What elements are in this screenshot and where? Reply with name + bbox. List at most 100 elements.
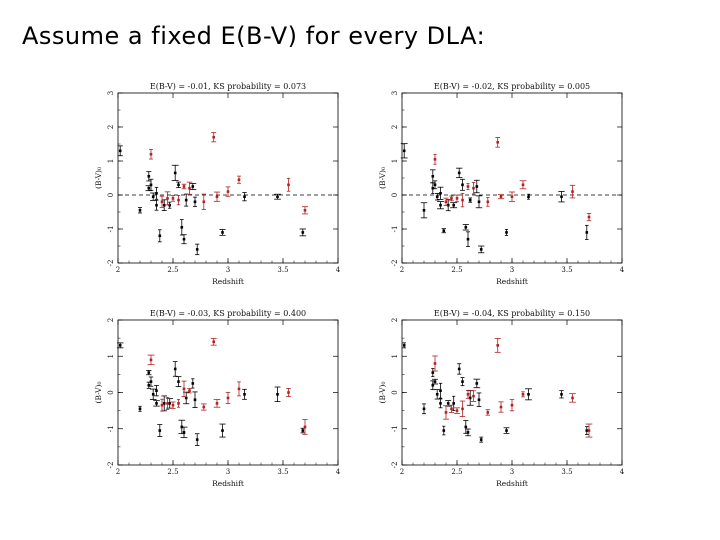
y-axis-label: (B-V)₀ bbox=[378, 167, 387, 189]
point-marker bbox=[184, 198, 188, 202]
point-marker bbox=[212, 340, 215, 344]
point-marker bbox=[184, 396, 188, 400]
data-point-red bbox=[225, 391, 231, 404]
data-point-black bbox=[478, 245, 485, 254]
point-marker bbox=[226, 396, 230, 400]
y-tick-label: -1 bbox=[391, 425, 399, 432]
point-marker bbox=[431, 371, 435, 374]
point-marker bbox=[118, 344, 122, 347]
data-point-black bbox=[172, 361, 178, 377]
x-tick-label: 3 bbox=[226, 266, 230, 274]
y-axis-label: (B-V)₀ bbox=[378, 382, 387, 404]
data-point-black bbox=[242, 388, 247, 400]
data-point-black bbox=[175, 376, 182, 388]
point-marker bbox=[149, 358, 153, 362]
point-marker bbox=[472, 186, 475, 190]
y-tick-label: -2 bbox=[391, 260, 399, 267]
data-point-red bbox=[471, 182, 476, 195]
data-point-red bbox=[465, 389, 471, 399]
data-point-black bbox=[421, 403, 427, 415]
point-marker bbox=[505, 231, 508, 234]
data-point-black bbox=[149, 388, 157, 400]
x-tick-label: 3 bbox=[226, 468, 230, 476]
point-marker bbox=[160, 403, 164, 407]
data-point-black bbox=[274, 386, 281, 403]
point-marker bbox=[431, 186, 435, 190]
data-point-red bbox=[495, 137, 501, 148]
point-marker bbox=[475, 382, 479, 385]
data-point-black bbox=[181, 234, 187, 245]
y-tick-label: -1 bbox=[391, 226, 399, 233]
point-marker bbox=[173, 171, 177, 175]
point-marker bbox=[147, 371, 151, 374]
point-marker bbox=[158, 429, 162, 432]
x-tick-label: 3.5 bbox=[277, 266, 288, 274]
data-point-red bbox=[160, 398, 164, 412]
data-point-black bbox=[154, 385, 159, 397]
point-marker bbox=[138, 209, 142, 212]
data-point-black bbox=[431, 182, 435, 194]
x-tick-label: 4 bbox=[336, 266, 341, 274]
chart-title: E(B-V) = -0.04, KS probability = 0.150 bbox=[434, 309, 590, 318]
data-point-black bbox=[438, 398, 443, 409]
point-marker bbox=[301, 231, 305, 234]
x-tick-label: 2.5 bbox=[167, 266, 178, 274]
data-point-black bbox=[460, 377, 465, 387]
point-marker bbox=[191, 382, 195, 385]
data-point-black bbox=[176, 181, 181, 188]
data-point-black bbox=[191, 378, 195, 389]
data-point-red bbox=[176, 194, 181, 206]
point-marker bbox=[433, 183, 437, 187]
point-marker bbox=[571, 190, 574, 193]
data-point-red bbox=[497, 194, 505, 200]
y-tick-label: -1 bbox=[107, 226, 115, 233]
data-point-red bbox=[200, 403, 207, 411]
point-marker bbox=[287, 183, 290, 187]
data-point-red bbox=[286, 388, 291, 397]
point-marker bbox=[461, 380, 464, 383]
point-marker bbox=[527, 393, 530, 396]
data-point-red bbox=[509, 191, 515, 202]
data-point-red bbox=[498, 401, 504, 413]
point-marker bbox=[457, 367, 461, 371]
point-marker bbox=[452, 203, 455, 207]
data-point-red bbox=[443, 197, 449, 206]
data-point-black bbox=[434, 193, 440, 201]
data-point-black bbox=[442, 425, 446, 436]
point-marker bbox=[147, 186, 151, 190]
point-marker bbox=[450, 197, 453, 200]
y-tick-label: 2 bbox=[391, 318, 399, 322]
x-tick-label: 3.5 bbox=[277, 468, 288, 476]
data-point-black bbox=[146, 381, 151, 389]
data-point-red bbox=[509, 399, 515, 412]
x-tick-label: 3.5 bbox=[561, 468, 572, 476]
point-marker bbox=[475, 185, 479, 188]
point-marker bbox=[221, 429, 224, 432]
point-marker bbox=[433, 362, 437, 365]
point-marker bbox=[571, 396, 574, 400]
point-marker bbox=[243, 195, 246, 198]
data-point-black bbox=[479, 436, 484, 443]
data-point-black bbox=[475, 195, 483, 209]
data-point-black bbox=[437, 201, 444, 210]
point-marker bbox=[202, 200, 206, 204]
point-marker bbox=[151, 393, 155, 396]
point-marker bbox=[431, 175, 435, 178]
data-point-red bbox=[521, 391, 525, 398]
point-marker bbox=[402, 344, 406, 347]
data-point-black bbox=[402, 342, 407, 349]
point-marker bbox=[193, 398, 197, 402]
data-point-red bbox=[147, 354, 155, 366]
x-tick-label: 2 bbox=[400, 266, 404, 274]
data-point-black bbox=[138, 207, 142, 214]
data-point-black bbox=[184, 193, 189, 207]
point-marker bbox=[466, 185, 470, 188]
point-marker bbox=[464, 226, 468, 229]
x-tick-label: 4 bbox=[620, 468, 625, 476]
data-point-black bbox=[450, 202, 458, 209]
data-point-black bbox=[473, 378, 481, 389]
point-marker bbox=[182, 185, 186, 188]
data-point-red bbox=[170, 401, 176, 409]
point-marker bbox=[162, 203, 166, 207]
x-tick-label: 4 bbox=[336, 468, 341, 476]
